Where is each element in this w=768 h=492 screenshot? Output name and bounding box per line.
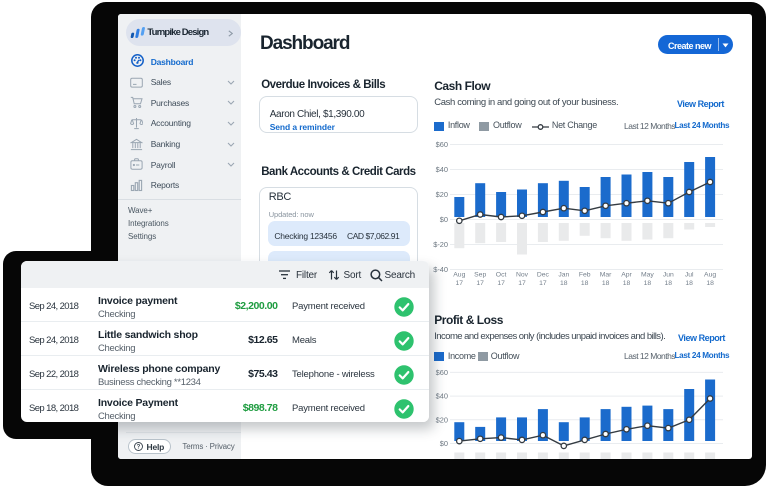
svg-text:Jun: Jun <box>663 272 674 279</box>
svg-text:18: 18 <box>602 280 610 287</box>
svg-text:Oct: Oct <box>496 272 507 279</box>
svg-text:18: 18 <box>706 280 714 287</box>
svg-text:18: 18 <box>560 280 568 287</box>
svg-text:Aug: Aug <box>704 272 716 279</box>
svg-text:Aug: Aug <box>453 272 465 279</box>
svg-text:Dec: Dec <box>537 272 550 279</box>
svg-text:$60: $60 <box>436 140 448 149</box>
svg-text:$20: $20 <box>436 415 448 424</box>
svg-text:18: 18 <box>685 280 693 287</box>
svg-text:Apr: Apr <box>621 272 632 279</box>
svg-text:Jul: Jul <box>685 272 694 279</box>
svg-text:$0: $0 <box>440 215 448 224</box>
svg-text:17: 17 <box>518 280 526 287</box>
svg-text:17: 17 <box>456 280 464 287</box>
svg-text:Nov: Nov <box>516 272 529 279</box>
svg-text:$20: $20 <box>436 190 448 199</box>
svg-text:18: 18 <box>644 280 652 287</box>
svg-text:17: 17 <box>497 280 505 287</box>
svg-text:Mar: Mar <box>600 272 612 279</box>
svg-text:$60: $60 <box>436 368 448 377</box>
svg-text:17: 17 <box>539 280 547 287</box>
svg-text:?: ? <box>137 445 141 451</box>
svg-text:$-40: $-40 <box>433 265 448 274</box>
svg-text:$0: $0 <box>440 439 448 448</box>
svg-text:17: 17 <box>476 280 484 287</box>
svg-text:18: 18 <box>581 280 589 287</box>
svg-text:Jan: Jan <box>558 272 569 279</box>
svg-text:May: May <box>641 272 654 279</box>
svg-text:Feb: Feb <box>579 272 591 279</box>
svg-text:18: 18 <box>665 280 673 287</box>
svg-text:Sep: Sep <box>474 272 486 279</box>
svg-text:$-20: $-20 <box>433 240 448 249</box>
svg-text:$40: $40 <box>436 165 448 174</box>
svg-text:18: 18 <box>623 280 631 287</box>
svg-text:$40: $40 <box>436 392 448 401</box>
